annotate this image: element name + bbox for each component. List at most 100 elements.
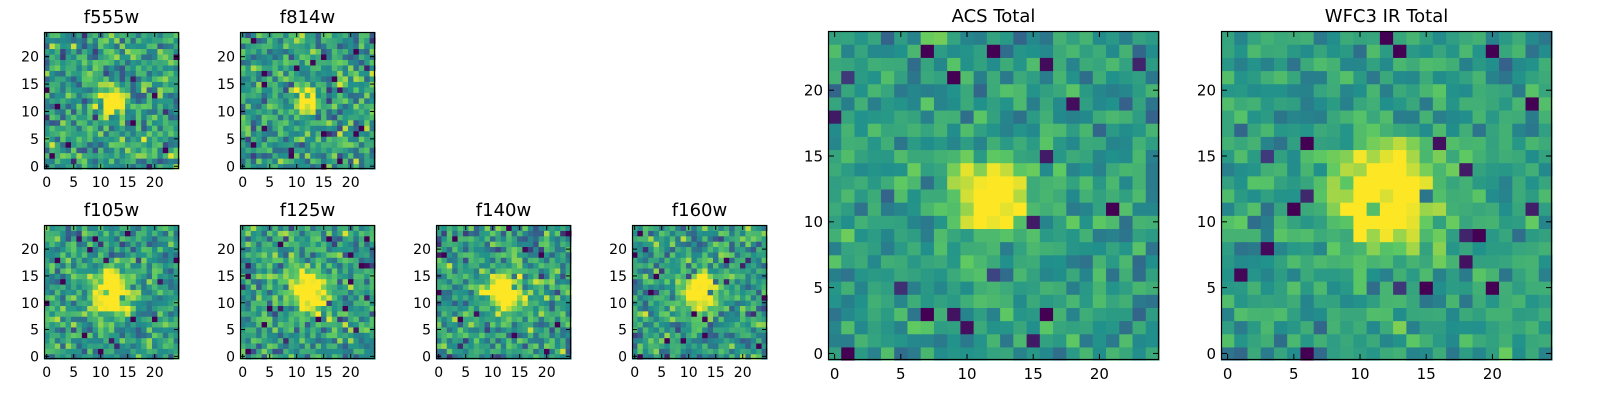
heatmap-cell [119, 246, 126, 253]
heatmap-cell [960, 307, 975, 322]
heatmap-cell [283, 108, 290, 115]
heatmap-cell [680, 316, 687, 323]
heatmap-cell [484, 257, 491, 264]
heatmap-cell [331, 353, 338, 360]
heatmap-cell [168, 125, 175, 132]
heatmap-cell [1485, 254, 1500, 269]
heatmap-cell [103, 267, 110, 274]
heatmap-cell [331, 70, 338, 77]
heatmap-cell [894, 162, 909, 177]
heatmap-cell [484, 305, 491, 312]
heatmap-cell [267, 348, 273, 355]
heatmap-cell [659, 321, 665, 328]
heatmap-cell [1079, 254, 1094, 269]
heatmap-cell [358, 257, 365, 264]
heatmap-cell [331, 103, 338, 110]
heatmap-cell [894, 44, 909, 58]
heatmap-cell [880, 267, 895, 282]
heatmap-cell [60, 326, 67, 333]
heatmap-cell [337, 262, 344, 269]
heatmap-cell [723, 262, 730, 269]
heatmap-cell [310, 332, 317, 339]
heatmap-cell [146, 262, 153, 269]
heatmap-cell [565, 332, 572, 339]
heatmap-cell [960, 123, 975, 137]
heatmap-cell [92, 257, 99, 264]
heatmap-cell [527, 289, 534, 296]
heatmap-cell [538, 257, 545, 264]
heatmap-cell [348, 64, 354, 71]
heatmap-cell [240, 342, 246, 349]
heatmap-cell [173, 125, 180, 132]
heatmap-cell [1013, 136, 1028, 151]
heatmap-cell [125, 48, 131, 55]
heatmap-cell [441, 348, 448, 355]
heatmap-cell [369, 32, 376, 39]
heatmap-cell [81, 241, 88, 248]
heatmap-cell [702, 337, 709, 344]
heatmap-cell [960, 175, 975, 190]
heatmap-cell [146, 235, 153, 242]
heatmap-cell [364, 37, 371, 44]
heatmap-cell [436, 230, 442, 237]
heatmap-cell [533, 332, 540, 339]
heatmap-cell [152, 130, 158, 137]
heatmap-cell [92, 64, 99, 71]
heatmap-cell [841, 320, 856, 335]
heatmap-cell [98, 42, 104, 50]
heatmap-cell [173, 332, 180, 339]
heatmap-cell [157, 152, 164, 159]
heatmap-cell [54, 108, 61, 115]
heatmap-cell [495, 251, 502, 258]
heatmap-cell [173, 257, 180, 264]
heatmap-cell [315, 348, 322, 355]
heatmap-cell [511, 273, 518, 280]
heatmap-cell [315, 310, 322, 317]
heatmap-cell [331, 37, 338, 44]
heatmap-cell [841, 254, 856, 269]
heatmap-cell [348, 342, 354, 349]
heatmap-cell [245, 108, 252, 115]
heatmap-cell [135, 97, 142, 104]
heatmap-cell [686, 278, 692, 285]
heatmap-cell [114, 348, 121, 355]
heatmap-cell [92, 316, 99, 323]
heatmap-cell [157, 278, 164, 285]
heatmap-cell [560, 230, 567, 237]
heatmap-cell [473, 241, 480, 248]
heatmap-cell [522, 225, 529, 231]
heatmap-cell [441, 246, 448, 253]
heatmap-cell [173, 310, 180, 317]
heatmap-cell [441, 235, 448, 242]
heatmap-cell [1340, 346, 1354, 361]
heatmap-cell [277, 125, 284, 132]
heatmap-cell [1092, 267, 1107, 282]
heatmap-cell [157, 147, 164, 154]
heatmap-cell [506, 294, 513, 301]
heatmap-cell [1260, 175, 1275, 190]
heatmap-cell [321, 152, 327, 159]
heatmap-cell [436, 289, 442, 296]
y-tick-label: 10 [609, 296, 627, 312]
heatmap-cell [119, 108, 126, 115]
heatmap-cell [87, 267, 94, 274]
heatmap-cell [256, 246, 263, 253]
heatmap-cell [250, 289, 257, 296]
heatmap-cell [108, 321, 115, 328]
heatmap-cell [49, 337, 56, 344]
heatmap-cell [348, 119, 354, 126]
heatmap-cell [240, 114, 246, 121]
heatmap-cell [250, 241, 257, 248]
heatmap-cell [511, 294, 518, 301]
heatmap-cell [299, 342, 306, 349]
heatmap-cell [973, 281, 988, 295]
heatmap-cell [135, 262, 142, 269]
heatmap-cell [560, 262, 567, 269]
heatmap-cell [294, 37, 300, 44]
heatmap-cell [353, 86, 360, 93]
heatmap-cell [1247, 294, 1262, 308]
heatmap-cell [331, 114, 338, 121]
heatmap-cell [1512, 307, 1527, 322]
heatmap-cell [718, 321, 725, 328]
heatmap-cell [135, 125, 142, 132]
